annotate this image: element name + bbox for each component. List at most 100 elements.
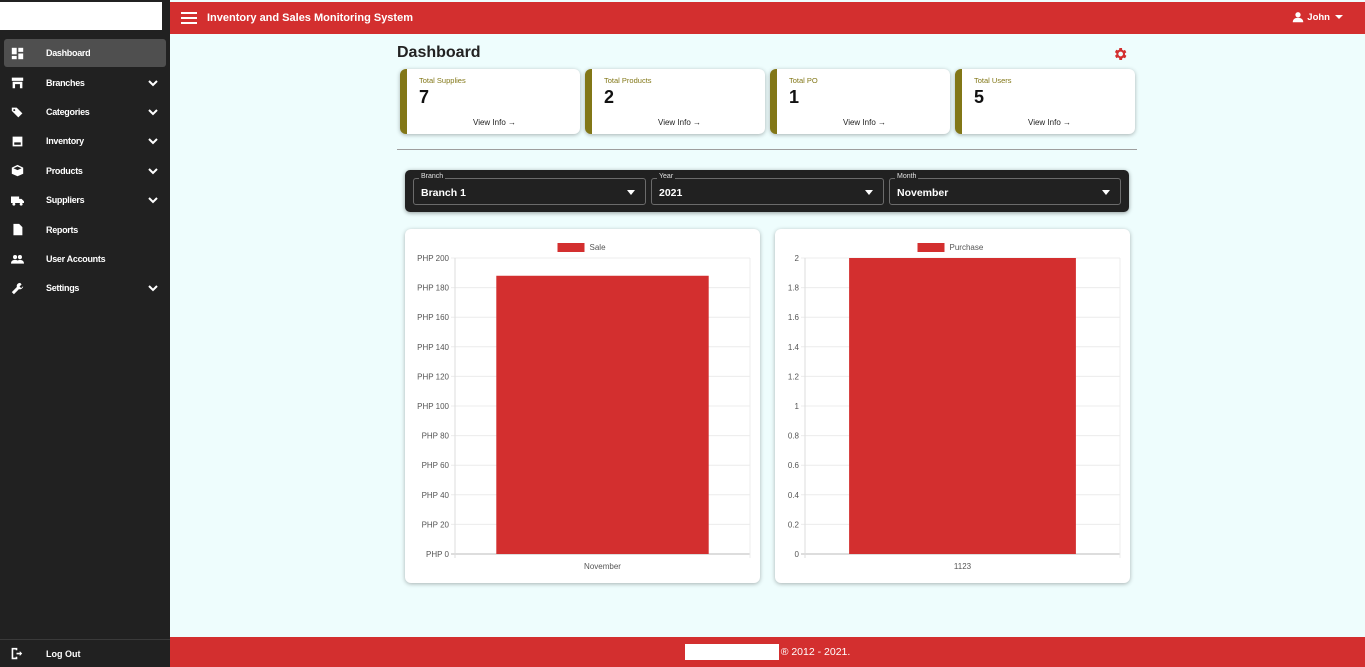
- logo: [0, 2, 162, 30]
- legend-swatch: [917, 243, 945, 252]
- purchase-chart-card: 2 1.8 1.6 1.4 1.2 1 0.8 0.6 0.4 0.2 0 1123 Purchase: [775, 229, 1130, 583]
- users-icon: [10, 252, 24, 266]
- y-tick-label: PHP 80: [422, 432, 450, 441]
- caret-down-icon: [627, 190, 635, 195]
- store-icon: [10, 76, 24, 90]
- chevron-down-icon: [148, 107, 158, 117]
- chevron-down-icon: [148, 195, 158, 205]
- branch-select[interactable]: Branch Branch 1: [413, 173, 646, 205]
- card-value: 2: [604, 87, 615, 107]
- card-label: Total Products: [604, 76, 652, 85]
- arrow-right-icon: →: [1063, 118, 1071, 127]
- caret-down-icon: [1102, 190, 1110, 195]
- user-icon: [1293, 12, 1304, 23]
- sidebar-item-label: User Accounts: [46, 254, 106, 265]
- file-icon: [10, 223, 24, 237]
- branch-select-label: Branch: [419, 173, 446, 180]
- dashboard-icon: [10, 46, 24, 60]
- filter-bar: Branch Branch 1 Year 2021 Month November: [405, 170, 1129, 212]
- stat-card-supplies: Total Supplies 7 View Info →: [400, 69, 580, 134]
- sidebar-nav: Dashboard Branches Categories Inventory …: [0, 39, 170, 303]
- sidebar-item-reports[interactable]: Reports: [4, 215, 166, 244]
- sidebar-item-dashboard[interactable]: Dashboard: [4, 39, 166, 67]
- x-tick-label: November: [584, 562, 621, 571]
- view-info-link[interactable]: View Info →: [658, 118, 701, 127]
- sidebar-item-suppliers[interactable]: Suppliers: [4, 186, 166, 215]
- year-select-value: 2021: [659, 187, 683, 199]
- sidebar-item-label: Products: [46, 165, 83, 176]
- user-menu[interactable]: John: [1292, 11, 1343, 23]
- footer-brand: [684, 644, 779, 660]
- card-label: Total Supplies: [419, 76, 466, 85]
- box-icon: [10, 164, 24, 178]
- arrow-right-icon: →: [693, 118, 701, 127]
- divider: [397, 149, 1137, 150]
- sidebar-item-settings[interactable]: Settings: [4, 274, 166, 303]
- card-value: 7: [419, 87, 430, 107]
- sidebar-item-label: Branches: [46, 77, 85, 88]
- view-info-link[interactable]: View Info →: [1028, 118, 1071, 127]
- y-tick-label: PHP 160: [417, 313, 449, 322]
- logout-label: Log Out: [46, 648, 81, 659]
- chevron-down-icon: [148, 78, 158, 88]
- y-tick-label: 1.4: [788, 343, 800, 352]
- year-select-label: Year: [657, 173, 676, 180]
- arrow-right-icon: →: [508, 118, 516, 127]
- y-tick-label: PHP 120: [417, 372, 449, 381]
- x-tick-label: 1123: [954, 562, 972, 571]
- bar: [496, 275, 709, 554]
- app-title: Inventory and Sales Monitoring System: [207, 12, 413, 24]
- y-tick-label: PHP 20: [422, 520, 450, 529]
- menu-icon[interactable]: [181, 12, 197, 24]
- bar: [849, 258, 1076, 554]
- sidebar-item-label: Dashboard: [46, 48, 91, 58]
- branch-select-value: Branch 1: [421, 187, 466, 199]
- stat-card-po: Total PO 1 View Info →: [770, 69, 950, 134]
- year-select[interactable]: Year 2021: [651, 173, 884, 205]
- logout-button[interactable]: Log Out: [0, 639, 170, 667]
- card-label: Total Users: [974, 76, 1012, 85]
- sidebar-item-categories[interactable]: Categories: [4, 97, 166, 126]
- legend-label: Sale: [590, 243, 607, 252]
- tags-icon: [10, 105, 24, 119]
- sidebar-item-label: Suppliers: [46, 195, 85, 206]
- y-tick-label: PHP 60: [422, 461, 450, 470]
- footer-text: ® 2012 - 2021.: [780, 646, 851, 658]
- stat-card-users: Total Users 5 View Info →: [955, 69, 1135, 134]
- view-info-link[interactable]: View Info →: [473, 118, 516, 127]
- logout-icon: [10, 647, 24, 661]
- card-value: 5: [974, 87, 985, 107]
- arrow-right-icon: →: [878, 118, 886, 127]
- y-tick-label: 1.8: [788, 284, 800, 293]
- view-info-link[interactable]: View Info →: [843, 118, 886, 127]
- chevron-down-icon: [148, 166, 158, 176]
- sidebar-item-branches[interactable]: Branches: [4, 68, 166, 97]
- sales-chart: PHP 200 PHP 180 PHP 160 PHP 140 PHP 120 PHP 1…: [417, 243, 751, 571]
- sidebar-item-label: Settings: [46, 283, 80, 294]
- top-bar: Inventory and Sales Monitoring System Jo…: [170, 2, 1365, 34]
- month-select[interactable]: Month November: [889, 173, 1121, 205]
- card-value: 1: [789, 87, 800, 107]
- sidebar-item-inventory[interactable]: Inventory: [4, 127, 166, 156]
- purchase-chart: 2 1.8 1.6 1.4 1.2 1 0.8 0.6 0.4 0.2 0 1123 Purchase: [788, 243, 1121, 571]
- sidebar-item-products[interactable]: Products: [4, 156, 166, 185]
- caret-down-icon: [1335, 15, 1343, 19]
- legend-label: Purchase: [950, 243, 984, 252]
- month-select-value: November: [897, 187, 949, 199]
- inventory-icon: [10, 134, 24, 148]
- gear-icon[interactable]: [1112, 46, 1128, 62]
- sidebar: Dashboard Branches Categories Inventory …: [0, 0, 170, 667]
- y-tick-label: 0: [795, 550, 800, 559]
- stat-card-products: Total Products 2 View Info →: [585, 69, 765, 134]
- user-name: John: [1307, 11, 1330, 23]
- y-tick-label: PHP 200: [417, 254, 449, 263]
- y-tick-label: 0.8: [788, 432, 800, 441]
- y-tick-label: 0.6: [788, 461, 800, 470]
- sidebar-item-user-accounts[interactable]: User Accounts: [4, 244, 166, 273]
- caret-down-icon: [865, 190, 873, 195]
- y-tick-label: 0.2: [788, 520, 800, 529]
- sidebar-item-label: Inventory: [46, 136, 84, 147]
- truck-icon: [10, 193, 24, 207]
- sidebar-item-label: Categories: [46, 107, 90, 118]
- legend-swatch: [557, 243, 585, 252]
